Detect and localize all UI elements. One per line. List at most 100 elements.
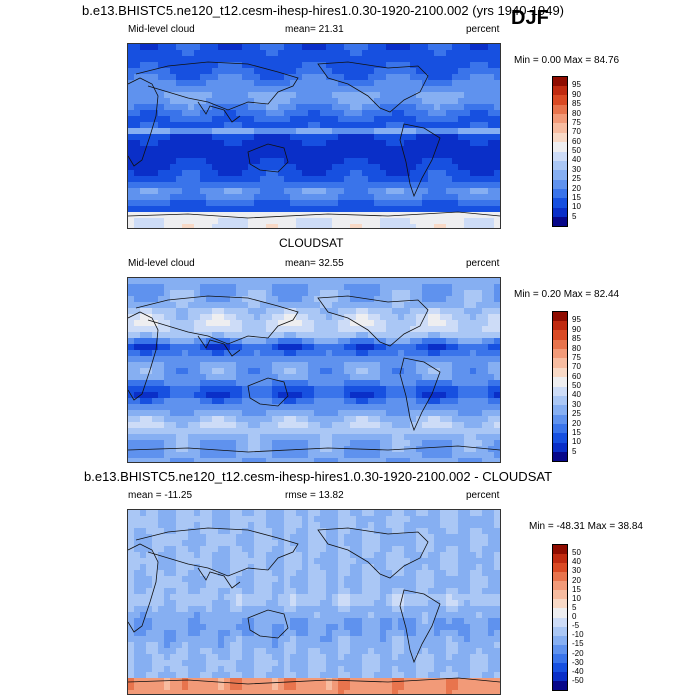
colorbar-swatch (552, 432, 568, 443)
panel-3-center-label: rmse = 13.82 (285, 490, 344, 501)
coastline (128, 77, 159, 167)
panel-2-center-label: mean= 32.55 (285, 258, 344, 269)
colorbar-tick-label: 15 (572, 584, 581, 594)
panel-2-colorbar: 5 10 15 20 25 30 40 50 60 70 75 80 85 90 95 (552, 311, 592, 462)
colorbar-swatch (552, 607, 568, 618)
colorbar-swatch (552, 197, 568, 208)
panel-3-map (127, 509, 501, 695)
colorbar-swatch (552, 653, 568, 664)
panel-3-colorbar: -50 -40 -30 -20 -15 -10 -5 0 5 10 15 20 30 40 50 (552, 544, 592, 691)
colorbar-tick-label: 20 (572, 418, 581, 428)
colorbar-swatch (552, 122, 568, 133)
colorbar-tick-label: 30 (572, 399, 581, 409)
coastline (128, 543, 159, 633)
colorbar-swatch (552, 423, 568, 434)
panel-3-title: b.e13.BHISTC5.ne120_t12.cesm-ihesp-hires… (84, 469, 553, 484)
colorbar-swatch (552, 188, 568, 199)
colorbar-swatch (552, 207, 568, 218)
panel-1-left-label: Mid-level cloud (128, 24, 195, 35)
panel-2-map (127, 277, 501, 463)
colorbar-tick-label: 30 (572, 566, 581, 576)
panel-1-map (127, 43, 501, 229)
panel-2-map-plot (128, 278, 500, 462)
colorbar-tick-label: 15 (572, 192, 581, 202)
colorbar-swatch (552, 386, 568, 396)
colorbar-tick-label: 20 (572, 183, 581, 193)
colorbar-tick-label: -50 (572, 675, 584, 685)
coastline (317, 295, 429, 347)
colorbar-tick-label: 40 (572, 557, 581, 567)
colorbar-tick-label: -5 (572, 621, 580, 631)
colorbar-tick-label: 15 (572, 427, 581, 437)
colorbar-swatch (552, 626, 568, 636)
colorbar-tick-label: 80 (572, 343, 581, 353)
coastline (128, 311, 159, 401)
colorbar-tick-label: 40 (572, 155, 581, 165)
colorbar-tick-label: 5 (572, 446, 577, 456)
colorbar-tick-label: 70 (572, 362, 581, 372)
colorbar-tick-label: 60 (572, 136, 581, 146)
colorbar-tick-label: 5 (572, 602, 577, 612)
coastline (135, 527, 299, 577)
coastline (128, 445, 500, 453)
panel-3-minmax: Min = -48.31 Max = 38.84 (529, 521, 643, 532)
map-field-cells (128, 278, 500, 462)
colorbar-swatch (552, 644, 568, 654)
map-field-cells (128, 510, 500, 694)
coastline (197, 101, 241, 123)
colorbar-tick-label: 10 (572, 593, 581, 603)
colorbar-swatch (552, 635, 568, 645)
panel-2-left-label: Mid-level cloud (128, 258, 195, 269)
colorbar-swatch (552, 617, 568, 627)
colorbar-swatch (552, 451, 568, 462)
coastline (197, 567, 241, 589)
colorbar-tick-label: 85 (572, 334, 581, 344)
colorbar-swatch (552, 94, 568, 105)
colorbar-swatch (552, 553, 568, 563)
panel-3-left-label: mean = -11.25 (128, 490, 193, 501)
coastline (247, 143, 289, 173)
colorbar-swatch (552, 216, 568, 227)
colorbar-tick-label: 95 (572, 80, 581, 90)
coastline (399, 357, 441, 432)
colorbar-swatch (552, 598, 568, 609)
colorbar-tick-label: 40 (572, 390, 581, 400)
colorbar-swatch (552, 680, 568, 691)
colorbar-swatch (552, 571, 568, 581)
colorbar-tick-label: 75 (572, 352, 581, 362)
colorbar-swatch (552, 562, 568, 572)
colorbar-swatch (552, 329, 568, 340)
colorbar-swatch (552, 662, 568, 673)
colorbar-tick-label: 50 (572, 548, 581, 558)
panel-2-title: CLOUDSAT (279, 236, 344, 250)
coastline (128, 677, 500, 685)
colorbar-tick-label: 25 (572, 174, 581, 184)
colorbar-tick-label: 70 (572, 127, 581, 137)
panel-2-minmax: Min = 0.20 Max = 82.44 (514, 289, 620, 300)
panel-1-minmax: Min = 0.00 Max = 84.76 (514, 55, 620, 66)
colorbar-tick-label: 10 (572, 437, 581, 447)
colorbar-swatch (552, 113, 568, 124)
panel-1-colorbar: 5 10 15 20 25 30 40 50 60 70 75 80 85 90 95 (552, 76, 592, 227)
coastline (247, 377, 289, 407)
coastline (135, 295, 299, 345)
map-field-cells (128, 44, 500, 228)
colorbar-tick-label: 50 (572, 381, 581, 390)
coastline (128, 211, 500, 219)
colorbar-swatch (552, 160, 568, 171)
colorbar-swatch (552, 376, 568, 387)
colorbar-swatch (552, 132, 568, 143)
panel-2-right-label: percent (466, 258, 500, 269)
panel-1-right-label: percent (466, 24, 500, 35)
colorbar-tick-label: 75 (572, 117, 581, 127)
coastline (399, 589, 441, 664)
colorbar-swatch (552, 339, 568, 349)
colorbar-tick-label: -40 (572, 666, 584, 676)
colorbar-swatch (552, 141, 568, 152)
colorbar-tick-label: 25 (572, 409, 581, 419)
coastline (399, 123, 441, 198)
colorbar-swatch (552, 544, 568, 554)
coastline (317, 61, 429, 113)
colorbar-tick-label: 60 (572, 371, 581, 381)
colorbar-tick-label: 95 (572, 315, 581, 325)
